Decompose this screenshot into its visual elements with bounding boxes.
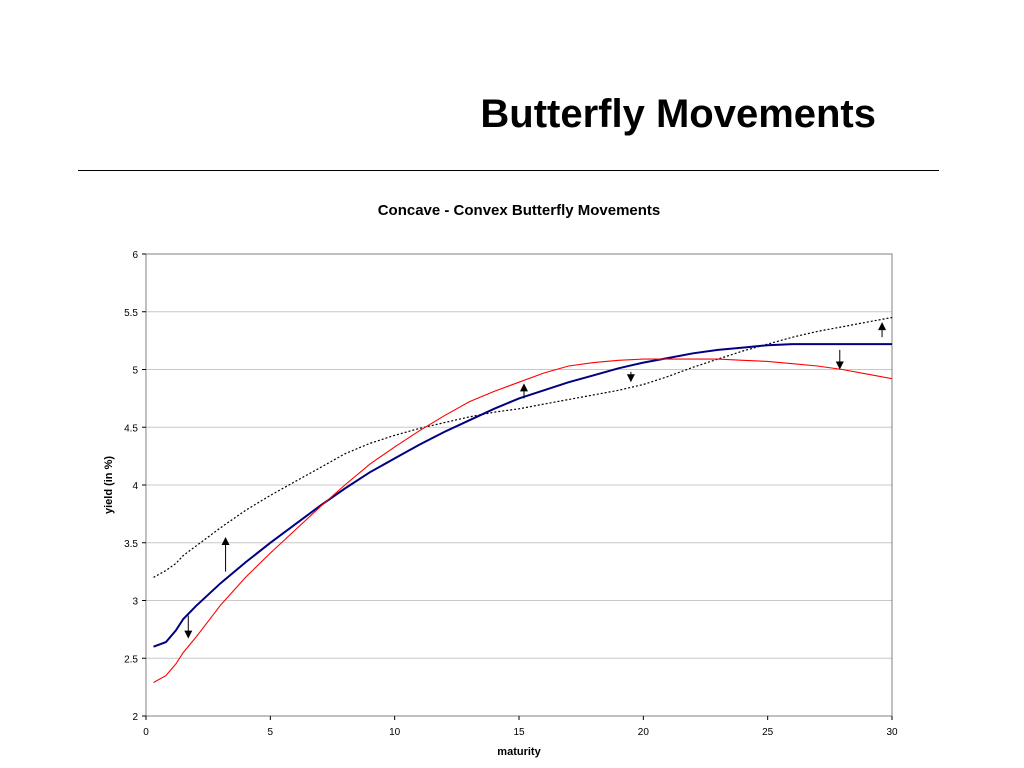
annotation-arrows (184, 322, 887, 639)
x-tick-label: 30 (886, 727, 898, 738)
slide-title: Butterfly Movements (480, 92, 876, 136)
series-line-3 (153, 358, 893, 683)
x-tick-label: 25 (762, 727, 774, 738)
y-tick-label: 5 (132, 366, 138, 377)
annotation-arrow (878, 322, 887, 338)
title-divider (78, 170, 939, 171)
y-tick-label: 3 (132, 597, 138, 608)
series-line-1 (153, 316, 893, 578)
annotation-arrow (519, 383, 528, 399)
x-tick-label: 15 (513, 727, 525, 738)
y-tick-label: 3.5 (124, 539, 138, 550)
y-tick-label: 2 (132, 712, 138, 723)
annotation-arrow (835, 349, 844, 370)
annotation-arrow (221, 536, 230, 572)
y-tick-label: 5.5 (124, 308, 138, 319)
annotation-arrow (626, 371, 635, 383)
y-tick-label: 2.5 (124, 654, 138, 665)
x-tick-label: 20 (638, 727, 650, 738)
chart-title: Concave - Convex Butterfly Movements (378, 202, 661, 219)
x-tick-label: 5 (268, 727, 274, 738)
y-tick-label: 6 (132, 250, 138, 261)
y-axis-label: yield (in %) (103, 456, 115, 514)
x-axis-label: maturity (497, 746, 541, 758)
y-tick-label: 4.5 (124, 423, 138, 434)
x-tick-label: 10 (389, 727, 401, 738)
series-line-2 (153, 343, 892, 648)
gridlines (146, 311, 892, 659)
y-tick-label: 4 (132, 481, 138, 492)
series-group (153, 316, 893, 683)
annotation-arrow (184, 615, 193, 639)
x-tick-label: 0 (143, 727, 149, 738)
axis-ticks: 2 2.5 3 3.5 4 4.5 5 5.5 6 0 5 10 15 20 25 30 (124, 250, 898, 738)
